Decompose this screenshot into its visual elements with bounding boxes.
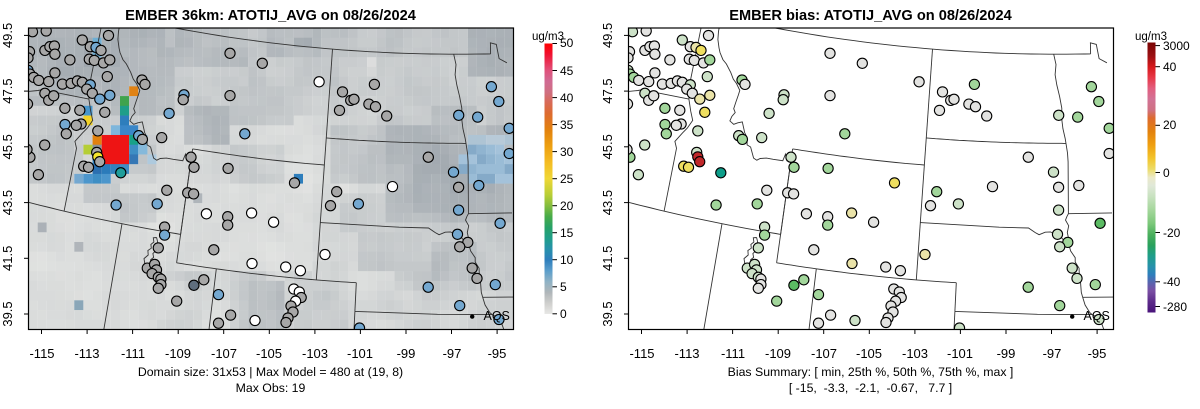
svg-text:49.5: 49.5: [0, 23, 15, 48]
svg-text:45.5: 45.5: [600, 134, 615, 159]
svg-text:49.5: 49.5: [600, 23, 615, 48]
svg-text:43.5: 43.5: [600, 190, 615, 215]
svg-text:47.5: 47.5: [0, 78, 15, 103]
svg-text:39.5: 39.5: [0, 301, 15, 326]
svg-text:45.5: 45.5: [0, 134, 15, 159]
svg-text:41.5: 41.5: [0, 246, 15, 271]
svg-text:47.5: 47.5: [600, 78, 615, 103]
svg-text:41.5: 41.5: [600, 246, 615, 271]
svg-text:39.5: 39.5: [600, 301, 615, 326]
svg-text:43.5: 43.5: [0, 190, 15, 215]
